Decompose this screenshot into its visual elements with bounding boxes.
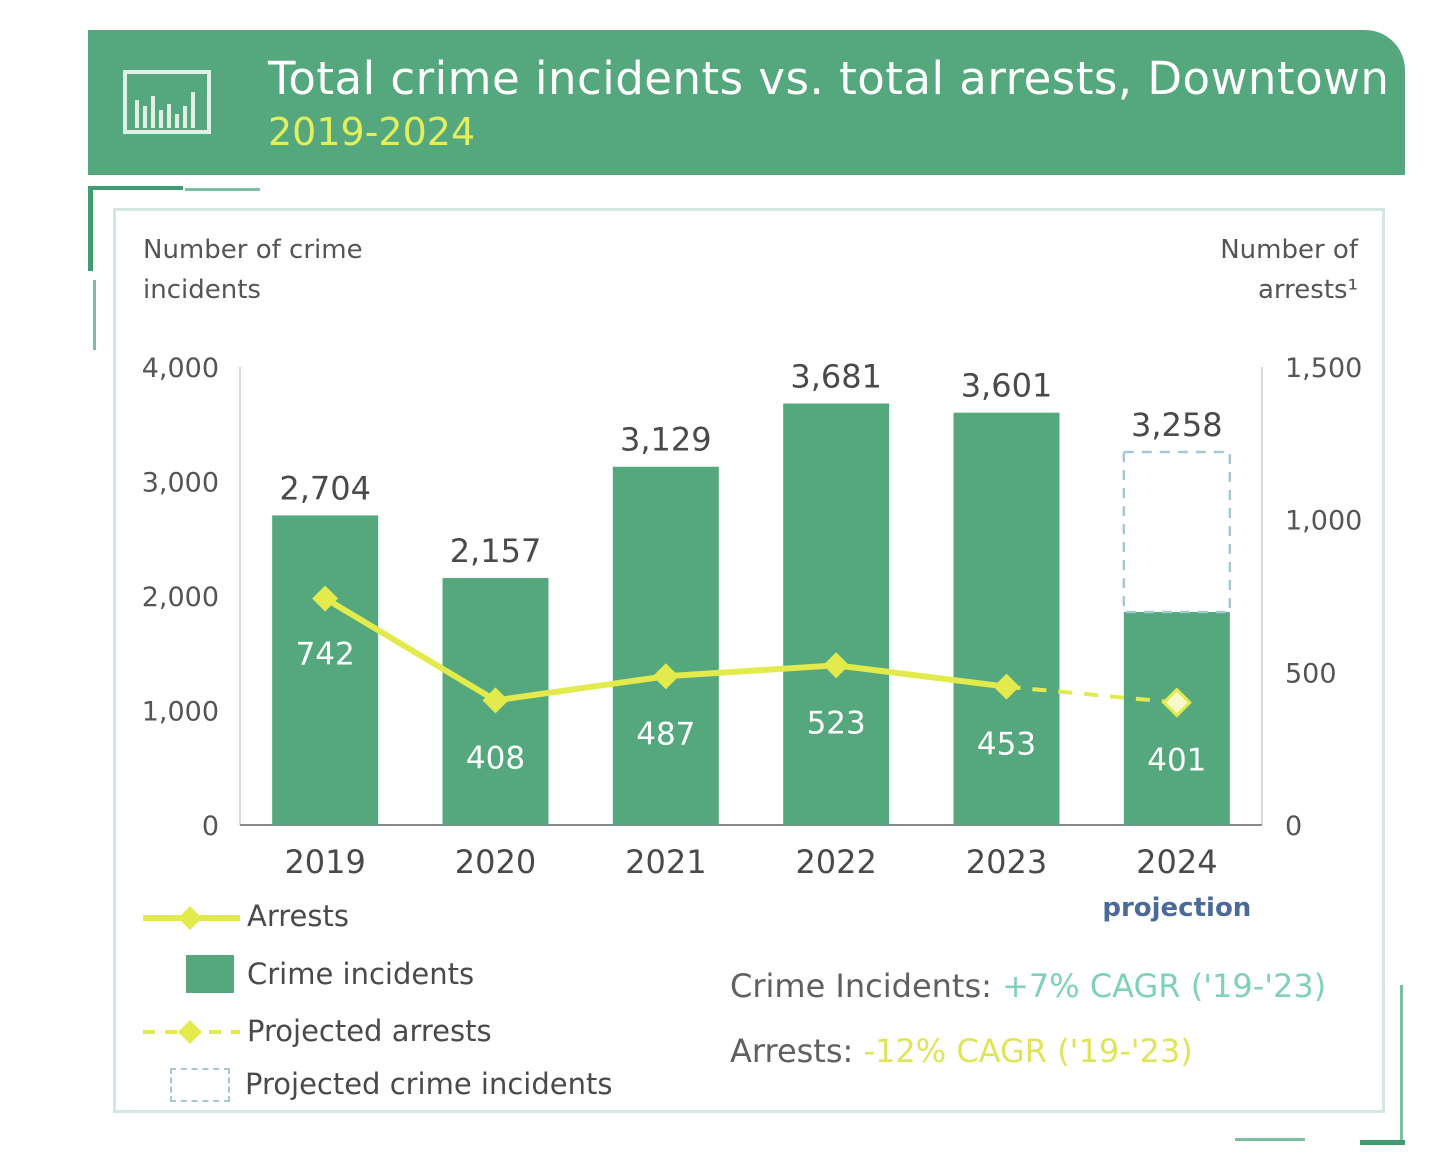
arrests-value-label: 401 bbox=[1147, 743, 1206, 779]
x-axis-tick-label: 2022 bbox=[795, 843, 876, 881]
bar-value-label: 3,601 bbox=[961, 367, 1053, 405]
left-axis-title: Number of crime incidents bbox=[143, 235, 363, 305]
arrests-value-label: 742 bbox=[296, 636, 355, 672]
header-banner: Total crime incidents vs. total arrests,… bbox=[88, 30, 1405, 175]
crime-cagr-value: +7% CAGR ('19-'23) bbox=[1002, 967, 1327, 1005]
frame-accent bbox=[1235, 1138, 1305, 1141]
bar-crime-incidents bbox=[612, 466, 719, 825]
chart-frame bbox=[113, 208, 1385, 1113]
arrests-value-label: 453 bbox=[977, 727, 1036, 763]
legend-crime-label: Crime incidents bbox=[247, 957, 475, 991]
legend-crime-swatch bbox=[186, 955, 234, 993]
legend-projected-crime-swatch bbox=[170, 1068, 230, 1102]
arrests-point bbox=[482, 687, 509, 714]
arrests-cagr-label: Arrests: bbox=[730, 1032, 854, 1070]
left-axis-tick-label: 3,000 bbox=[142, 468, 219, 499]
bar-value-label: 3,258 bbox=[1131, 406, 1223, 444]
right-axis-tick-label: 500 bbox=[1285, 658, 1337, 689]
bar-value-label: 2,704 bbox=[279, 469, 371, 507]
x-axis-tick-label: 2023 bbox=[966, 843, 1047, 881]
right-axis-tick-label: 1,000 bbox=[1285, 506, 1362, 537]
left-axis-tick-label: 0 bbox=[202, 811, 219, 842]
legend-arrests-icon bbox=[143, 906, 240, 930]
frame-accent bbox=[93, 280, 96, 350]
bar-crime-incidents-projected-solid bbox=[1123, 612, 1230, 825]
chart-title: Total crime incidents vs. total arrests,… bbox=[268, 52, 1390, 105]
left-axis-tick-label: 1,000 bbox=[142, 697, 219, 728]
arrests-point bbox=[652, 663, 679, 690]
bar-crime-incidents bbox=[272, 515, 379, 825]
frame-accent bbox=[88, 186, 183, 190]
left-axis-tick-label: 2,000 bbox=[142, 582, 219, 613]
x-axis-tick-label: 2020 bbox=[455, 843, 536, 881]
bar-crime-incidents bbox=[783, 403, 890, 825]
arrests-value-label: 523 bbox=[807, 705, 866, 741]
arrests-value-label: 408 bbox=[466, 740, 525, 776]
legend-projected-arrests-icon bbox=[143, 1020, 240, 1044]
left-axis-tick-label: 4,000 bbox=[142, 353, 219, 384]
bar-crime-incidents-projected bbox=[1122, 450, 1232, 614]
chart-subtitle: 2019-2024 bbox=[268, 110, 476, 154]
arrests-value-label: 487 bbox=[636, 716, 695, 752]
bar-chart-icon bbox=[123, 70, 211, 134]
arrests-point bbox=[823, 652, 850, 679]
arrests-cagr-value: -12% CAGR ('19-'23) bbox=[863, 1032, 1193, 1070]
bar-crime-incidents bbox=[953, 412, 1060, 825]
legend-projected-crime-label: Projected crime incidents bbox=[245, 1067, 613, 1101]
bar-value-label: 3,681 bbox=[790, 358, 882, 396]
crime-cagr-label: Crime Incidents: bbox=[730, 967, 992, 1005]
x-axis-tick-label: 2024 bbox=[1136, 843, 1217, 881]
frame-accent bbox=[1360, 1140, 1405, 1145]
frame-accent bbox=[1400, 985, 1403, 1145]
legend-projected-arrests-label: Projected arrests bbox=[247, 1014, 492, 1048]
bar-value-label: 2,157 bbox=[450, 532, 542, 570]
right-axis-title: Number of arrests¹ bbox=[1220, 235, 1358, 305]
frame-accent bbox=[185, 188, 260, 191]
right-axis-tick-label: 1,500 bbox=[1285, 353, 1362, 384]
projection-label: projection bbox=[1102, 893, 1251, 923]
crime-cagr-note: Crime Incidents: +7% CAGR ('19-'23) bbox=[730, 967, 1326, 1005]
arrests-line-projected bbox=[1006, 684, 1178, 705]
legend-arrests-label: Arrests bbox=[247, 899, 349, 933]
right-axis-tick-label: 0 bbox=[1285, 811, 1302, 842]
arrests-point-projected bbox=[1161, 687, 1192, 718]
frame-accent bbox=[88, 186, 93, 271]
bar-value-label: 3,129 bbox=[620, 421, 712, 459]
arrests-cagr-note: Arrests: -12% CAGR ('19-'23) bbox=[730, 1032, 1193, 1070]
x-axis-tick-label: 2021 bbox=[625, 843, 706, 881]
x-axis-tick-label: 2019 bbox=[284, 843, 365, 881]
arrests-point bbox=[993, 673, 1020, 700]
arrests-point bbox=[312, 585, 339, 612]
